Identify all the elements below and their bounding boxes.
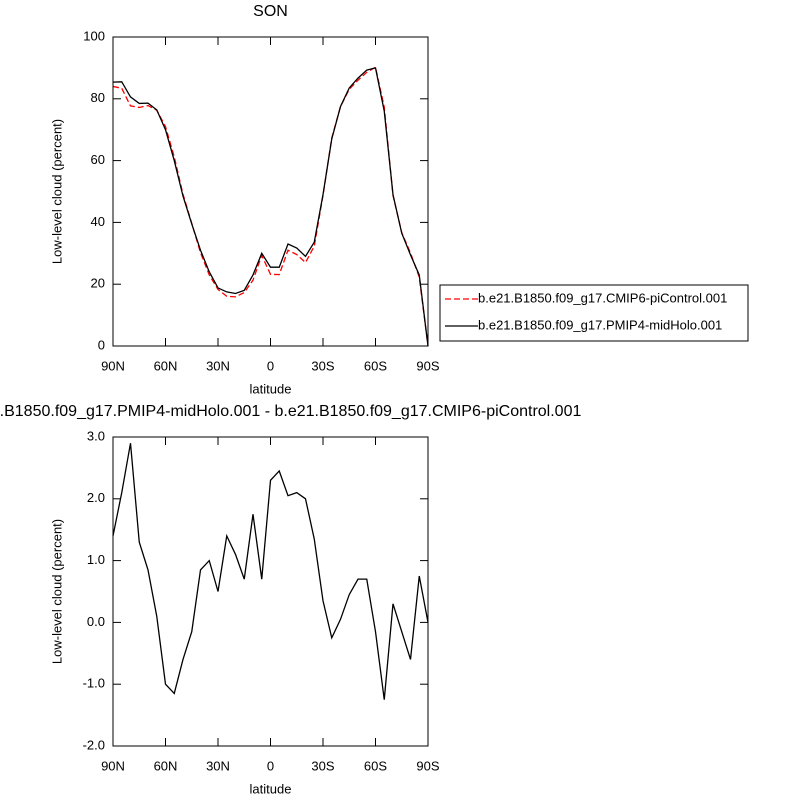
plot-frame [112,36,429,347]
y-tick-label: -2.0 [83,737,105,752]
x-tick-label: 90N [101,358,125,373]
y-tick-label: 0 [98,337,105,352]
chart-title: b.e21.B1850.f09_g17.PMIP4-midHolo.001 - … [0,403,581,420]
legend-label: b.e21.B1850.f09_g17.CMIP6-piControl.001 [478,290,727,305]
chart-title: SON [253,3,288,20]
y-tick-label: 2.0 [87,490,105,505]
y-tick-label: 20 [91,276,105,291]
y-tick-label: 1.0 [87,552,105,567]
x-axis-label: latitude [250,781,292,796]
y-tick-label: 80 [91,90,105,105]
y-tick-label: 0.0 [87,614,105,629]
data-line [112,66,429,347]
y-tick-label: 60 [91,152,105,167]
x-tick-label: 90S [416,758,439,773]
x-tick-label: 60S [364,358,387,373]
y-tick-label: -1.0 [83,676,105,691]
data-line [112,443,429,700]
x-tick-label: 90S [416,358,439,373]
y-tick-label: 40 [91,214,105,229]
y-tick-label: 100 [83,28,105,43]
x-tick-label: 60S [364,758,387,773]
legend-box [439,284,749,342]
x-tick-label: 0 [267,758,274,773]
x-tick-label: 30S [311,758,334,773]
legend-label: b.e21.B1850.f09_g17.PMIP4-midHolo.001 [478,317,722,332]
x-tick-label: 30N [206,758,230,773]
plot-frame [112,436,429,747]
x-tick-label: 60N [154,758,178,773]
x-tick-label: 0 [267,358,274,373]
x-tick-label: 90N [101,758,125,773]
y-tick-label: 3.0 [87,428,105,443]
data-line [112,67,429,347]
y-axis-label: Low-level cloud (percent) [49,519,64,664]
x-tick-label: 30N [206,358,230,373]
x-axis-label: latitude [250,381,292,396]
y-axis-label: Low-level cloud (percent) [49,119,64,264]
x-tick-label: 60N [154,358,178,373]
x-tick-label: 30S [311,358,334,373]
